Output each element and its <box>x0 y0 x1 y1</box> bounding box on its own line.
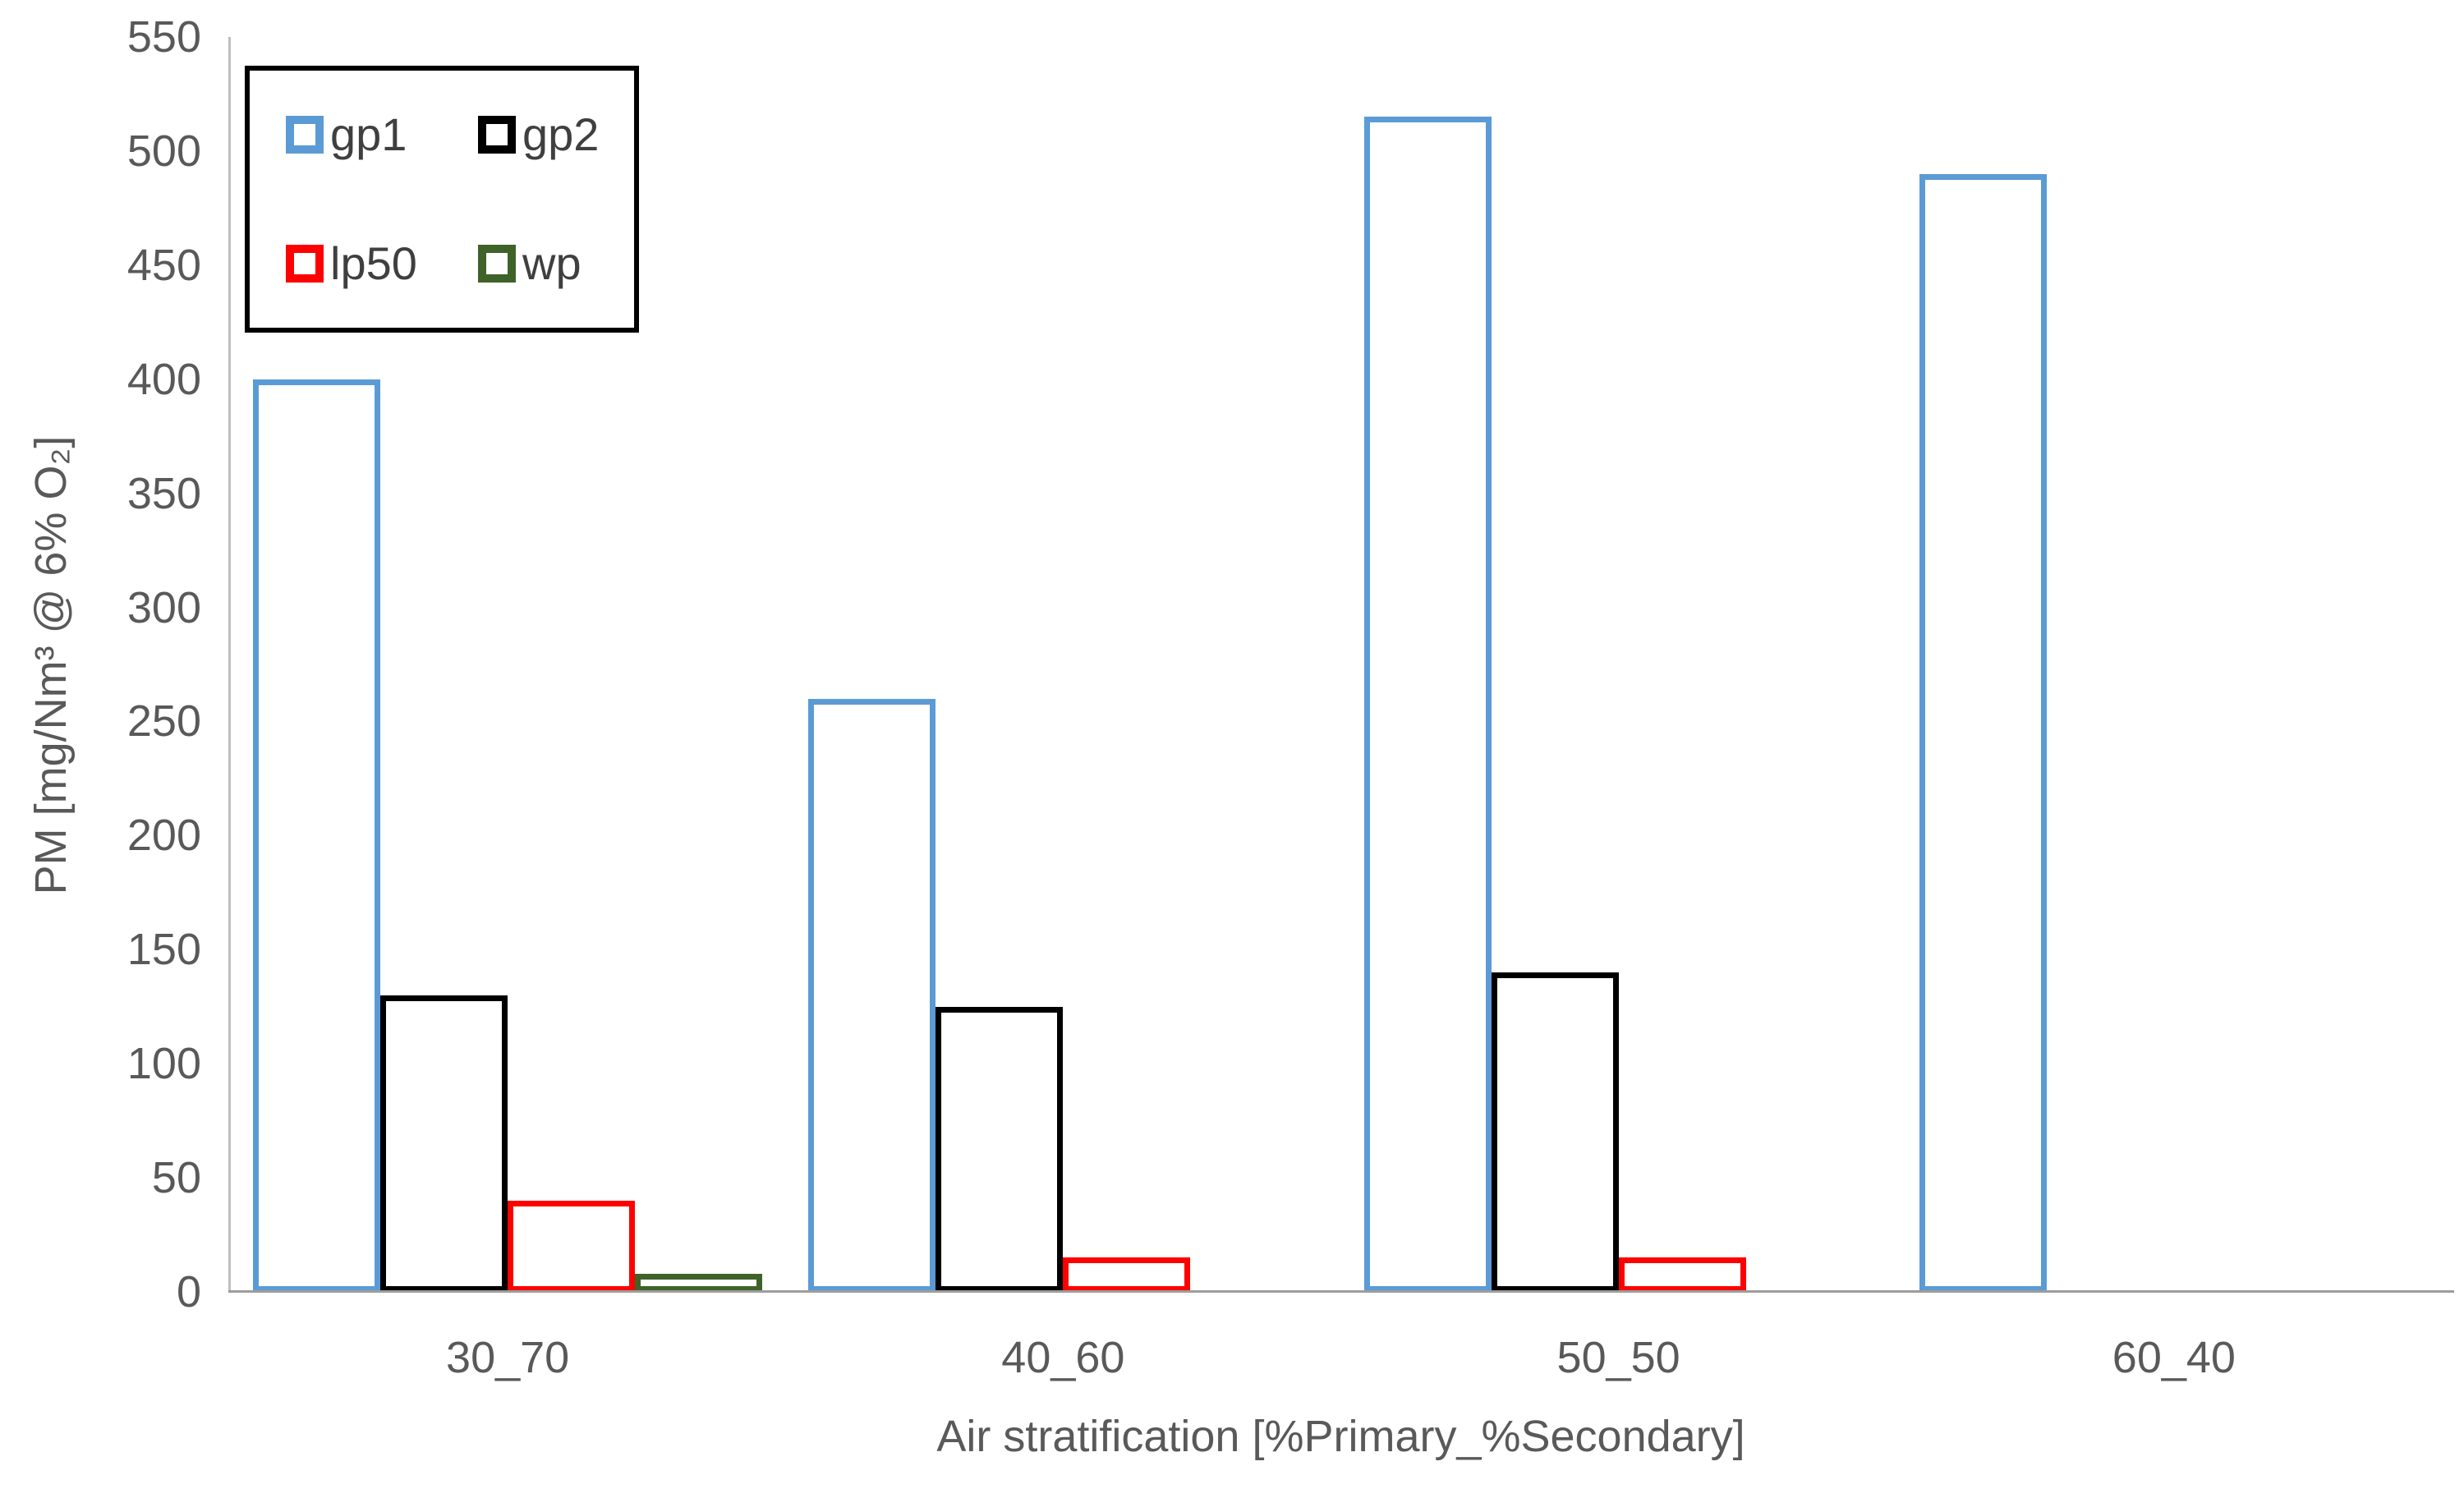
y-tick-label: 350 <box>126 468 201 518</box>
legend-item-lp50: lp50 <box>250 237 442 289</box>
legend-item-gp2: gp2 <box>442 112 634 158</box>
y-tick-label: 400 <box>126 354 201 404</box>
y-tick-label: 250 <box>126 696 201 747</box>
bar-gp1-60_40 <box>1919 174 2047 1292</box>
legend-swatch-icon <box>478 244 516 283</box>
legend-swatch-icon <box>478 116 516 154</box>
legend-label: gp2 <box>522 108 600 161</box>
y-tick-label: 450 <box>126 240 201 290</box>
legend-row: gp1 gp2 <box>250 112 634 158</box>
legend-row: lp50 wp <box>250 237 634 289</box>
bar-lp50-50_50 <box>1618 1257 1746 1292</box>
y-tick-label: 50 <box>151 1153 201 1203</box>
legend-swatch-icon <box>286 116 324 154</box>
x-axis-title: Air stratification [%Primary_%Secondary] <box>936 1412 1745 1461</box>
legend-label: wp <box>522 237 582 289</box>
bar-gp1-30_70 <box>253 379 381 1292</box>
y-tick-label: 150 <box>126 925 201 975</box>
y-tick-label: 200 <box>126 811 201 861</box>
y-tick-label: 300 <box>126 582 201 632</box>
bar-wp-30_70 <box>635 1274 763 1292</box>
bar-gp1-40_60 <box>808 699 936 1292</box>
x-category-label-50_50: 50_50 <box>1556 1333 1680 1382</box>
bar-gp1-50_50 <box>1363 117 1492 1292</box>
x-category-labels: 30_70 40_60 50_50 60_40 <box>230 1329 2452 1386</box>
y-axis-line <box>228 37 231 1292</box>
y-tick-label: 100 <box>126 1039 201 1089</box>
bar-gp2-50_50 <box>1491 972 1619 1292</box>
legend-label: lp50 <box>330 237 417 289</box>
y-tick-label: 550 <box>126 12 201 62</box>
y-tick-label: 0 <box>176 1267 201 1317</box>
legend-item-wp: wp <box>442 237 634 289</box>
x-category-label-30_70: 30_70 <box>446 1333 570 1382</box>
bar-lp50-40_60 <box>1063 1257 1191 1292</box>
x-category-label-60_40: 60_40 <box>2112 1333 2236 1382</box>
legend-label: gp1 <box>330 108 407 161</box>
x-axis-line <box>228 1290 2454 1293</box>
legend-swatch-icon <box>286 244 324 283</box>
y-axis-ticks: 0 50 100 150 200 250 300 350 400 450 500 550 <box>0 12 201 1317</box>
bar-gp2-40_60 <box>935 1007 1064 1292</box>
x-category-label-40_60: 40_60 <box>1001 1333 1125 1382</box>
legend-item-gp1: gp1 <box>250 112 442 158</box>
bar-lp50-30_70 <box>508 1201 636 1292</box>
bar-gp2-30_70 <box>380 995 508 1292</box>
plot-area <box>230 37 2452 1292</box>
legend: gp1 gp2 lp50 wp <box>245 66 639 333</box>
y-tick-label: 500 <box>126 126 201 176</box>
